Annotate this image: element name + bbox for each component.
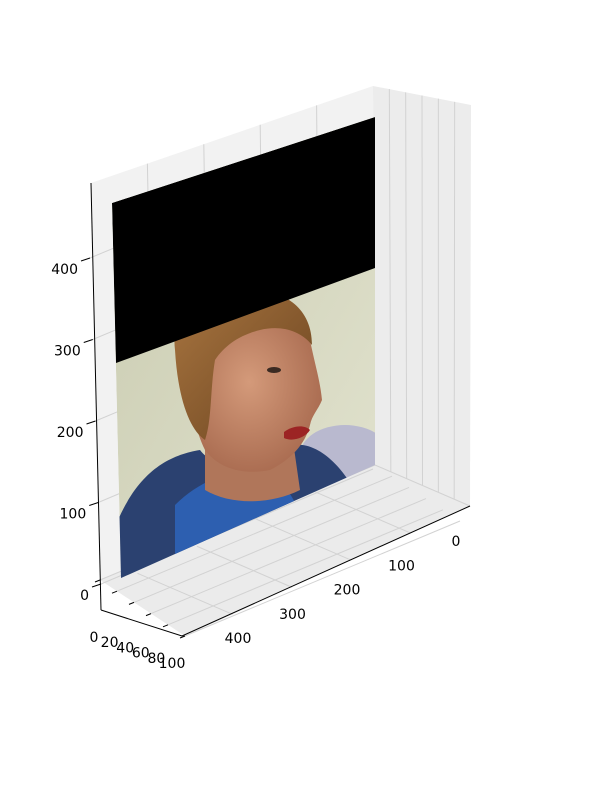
tick-label-x: 80 <box>147 651 165 667</box>
tick-label-z: 300 <box>54 344 81 360</box>
grid-line-y <box>196 545 293 588</box>
tick-x <box>162 624 169 628</box>
tick-label-z: 100 <box>60 507 87 523</box>
grid-line-x <box>133 486 410 603</box>
tick-x <box>179 635 186 639</box>
tick-z <box>91 583 102 588</box>
grid-line-side <box>405 92 408 479</box>
tick-label-y: 0 <box>452 534 461 550</box>
image-mask <box>112 117 375 363</box>
tick-z <box>83 339 93 343</box>
tick-x <box>94 579 101 583</box>
tick-z <box>86 420 96 425</box>
tick-label-y: 100 <box>388 558 415 574</box>
tick-x <box>111 590 118 594</box>
tick-label-y: 300 <box>279 607 306 623</box>
tick-label-z: 400 <box>51 262 78 278</box>
grid-line-y <box>137 572 233 615</box>
tick-label-x: 40 <box>116 640 134 656</box>
grid-line-x <box>116 475 393 592</box>
tick-label-x: 0 <box>90 630 99 646</box>
grid-line-y <box>315 491 411 534</box>
x-axis-line <box>100 609 183 637</box>
tick-x <box>128 601 135 605</box>
grid-line-side <box>421 95 423 486</box>
tick-label-z: 200 <box>57 425 84 441</box>
grid-line-side <box>453 101 456 500</box>
grid-line-side <box>388 89 392 472</box>
z-axis-line <box>90 182 102 611</box>
tick-label-x: 60 <box>132 646 150 662</box>
tick-label-z: 0 <box>80 588 89 604</box>
grid-line-x <box>184 520 461 637</box>
tick-z <box>89 502 99 506</box>
tick-z <box>80 257 91 262</box>
tick-label-x: 100 <box>159 656 186 672</box>
image-surface <box>112 117 375 578</box>
grid-line-x <box>167 509 444 626</box>
tick-label-x: 20 <box>101 635 119 651</box>
image-eye <box>267 367 281 373</box>
pane-floor <box>100 465 470 636</box>
axes <box>80 182 471 639</box>
tick-label-y: 400 <box>225 631 252 647</box>
tick-x <box>145 613 152 617</box>
grid-line-x <box>150 498 427 615</box>
image-lips <box>284 426 310 440</box>
y-axis-line <box>181 505 471 637</box>
tick-label-y: 200 <box>334 583 361 599</box>
